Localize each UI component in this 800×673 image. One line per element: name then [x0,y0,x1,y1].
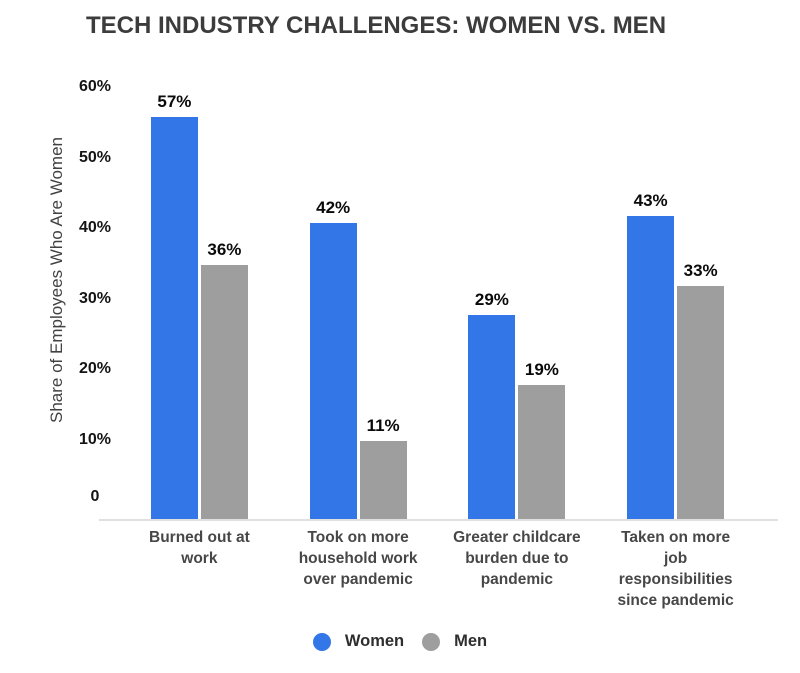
bar-value-label: 29% [474,289,509,309]
legend-item-women: Women [312,632,405,651]
men-bar: 11% [359,416,407,519]
y-tick-label: 20% [78,360,112,377]
y-axis-ticks: 0 10% 20% 30% 40% 50% 60% [70,78,120,519]
bar-group: 29% 19% [438,96,597,519]
men-legend-swatch [422,632,441,651]
x-axis-line [99,519,778,521]
legend-label-men: Men [454,632,488,650]
x-category-label: Taken on more job responsibilities since pa… [617,529,734,609]
bar-value-label: 11% [366,416,400,436]
legend: Women Men [0,632,800,651]
bar-value-label: 57% [157,92,192,112]
bar-value-label: 43% [633,190,668,210]
bar-group: 57% 36% [120,92,279,519]
men-bar: 33% [677,261,725,519]
y-tick-label: 30% [78,289,112,307]
bar-groups: 57% 36% 42% 11% 29% 19% 43% 33% [120,92,755,519]
x-category-label: Burned out at work [149,529,250,567]
bar-group: 43% 33% [596,96,755,519]
x-category-label: Took on more household work over pandemic [298,529,418,588]
women-bar: 42% [309,198,357,519]
women-bar: 57% [150,92,198,519]
y-tick-label: 10% [78,430,112,448]
women-bar: 29% [468,290,516,519]
legend-label-women: Women [344,632,405,650]
y-tick-label: 0 [90,488,100,505]
bar-value-label: 33% [683,261,718,281]
x-category-label: Greater childcare burden due to pandemic [453,529,581,588]
legend-item-men: Men [422,632,487,651]
women-legend-swatch [312,632,331,651]
y-axis-title: Share of Employees Who Are Women [47,137,66,423]
men-bar: 19% [518,360,566,519]
y-tick-label: 60% [78,78,112,95]
chart-title: TECH INDUSTRY CHALLENGES: WOMEN VS. MEN [86,12,667,39]
y-tick-label: 50% [78,148,112,166]
bar-group: 42% 11% [279,96,438,519]
bar-value-label: 42% [316,197,351,217]
plot-area: 57% 36% 42% 11% 29% 19% 43% 33% [99,92,778,521]
bar-value-label: 19% [524,360,559,380]
x-axis-labels: Burned out at work Took on more household w… [120,527,755,611]
y-tick-label: 40% [78,219,112,236]
bar-value-label: 36% [207,240,242,260]
women-bar: 43% [627,191,675,519]
men-bar: 36% [200,240,248,519]
